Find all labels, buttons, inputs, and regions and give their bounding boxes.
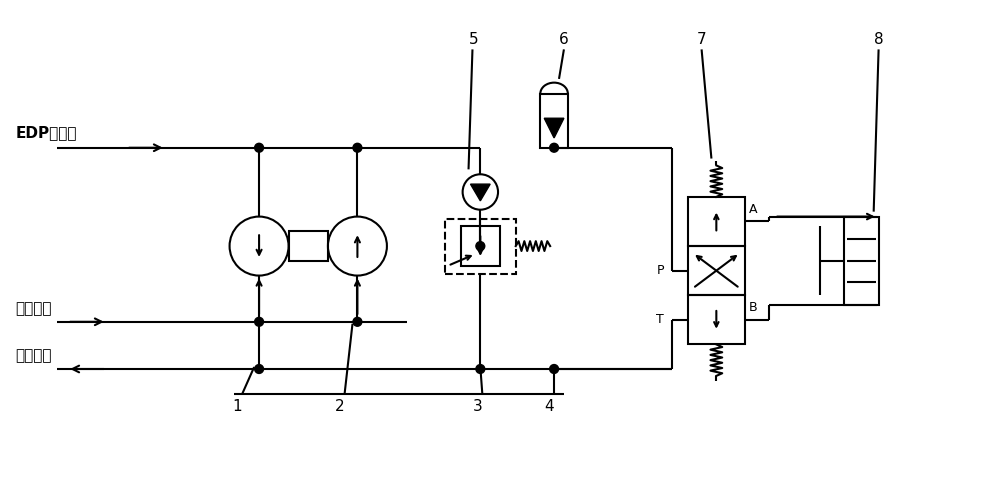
Circle shape <box>255 143 264 152</box>
Text: 3: 3 <box>473 399 482 414</box>
Bar <box>540 94 568 148</box>
Text: 7: 7 <box>697 33 706 48</box>
Text: 2: 2 <box>335 399 345 414</box>
Bar <box>461 226 500 266</box>
Circle shape <box>550 143 559 152</box>
Text: 5: 5 <box>469 33 478 48</box>
Text: 8: 8 <box>874 33 883 48</box>
Polygon shape <box>470 184 490 201</box>
Bar <box>289 231 328 261</box>
Text: P: P <box>657 264 664 277</box>
Circle shape <box>255 365 264 373</box>
Bar <box>445 218 516 274</box>
Text: 油箱回油: 油箱回油 <box>15 348 52 363</box>
Polygon shape <box>544 118 564 138</box>
Circle shape <box>255 317 264 326</box>
Text: EDP低压油: EDP低压油 <box>15 125 77 140</box>
Circle shape <box>476 241 485 250</box>
Text: 油箱吸油: 油箱吸油 <box>15 301 52 316</box>
Text: 6: 6 <box>559 33 569 48</box>
Bar <box>844 216 879 305</box>
Circle shape <box>353 317 362 326</box>
Circle shape <box>353 143 362 152</box>
Text: A: A <box>748 202 757 215</box>
Circle shape <box>476 365 485 373</box>
Text: 1: 1 <box>233 399 242 414</box>
Bar <box>688 197 745 246</box>
Circle shape <box>550 365 559 373</box>
Bar <box>688 246 745 295</box>
Text: 4: 4 <box>544 399 554 414</box>
Bar <box>688 295 745 344</box>
Text: T: T <box>656 313 664 326</box>
Text: B: B <box>748 301 757 314</box>
